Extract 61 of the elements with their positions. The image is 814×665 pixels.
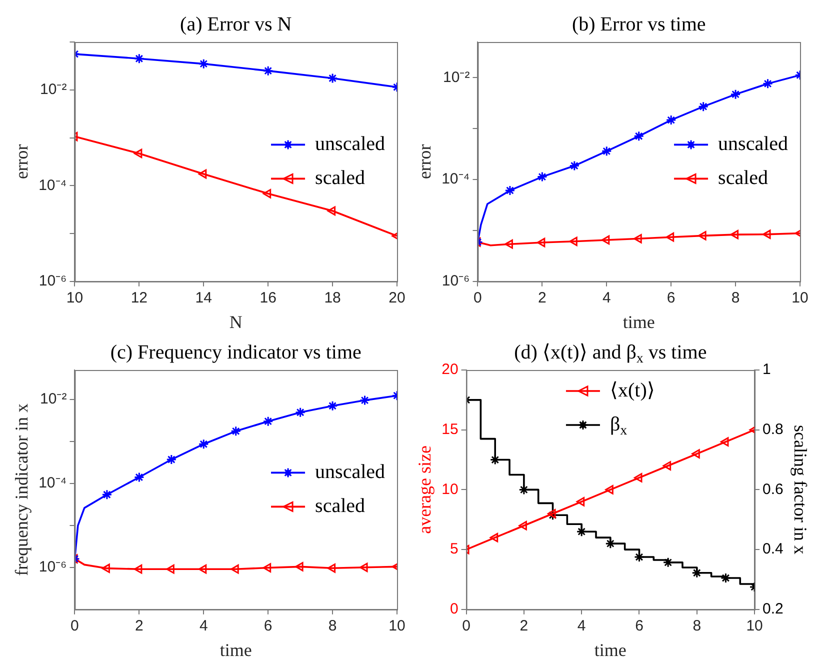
legend-label: scaled	[315, 166, 366, 189]
x-axis-title: time	[622, 312, 655, 332]
x-tick-label: 12	[130, 290, 148, 307]
x-tick-label: 2	[135, 618, 144, 635]
x-tick-label: 2	[520, 618, 528, 635]
x-tick-label: 14	[195, 290, 212, 307]
y-axis-title: average size	[414, 445, 435, 534]
x-tick-label: 2	[538, 290, 546, 307]
x-tick-label: 4	[199, 618, 208, 635]
y-tick-label: 20	[442, 361, 458, 378]
y-tick-label: 10⁻²	[40, 390, 67, 408]
y2-tick-label: 0.8	[762, 420, 784, 438]
y-tick-label: 10⁻⁶	[38, 558, 67, 576]
chart-title: (b) Error vs time	[572, 13, 706, 36]
y-tick-label: 10⁻⁴	[442, 170, 470, 188]
x-tick-label: 6	[264, 618, 272, 635]
x-tick-label: 8	[328, 618, 337, 635]
y-tick-label: 10⁻²	[443, 68, 470, 86]
x-tick-label: 16	[260, 290, 276, 307]
y2-tick-label: 0.6	[762, 480, 784, 498]
y-axis-title: error	[12, 144, 32, 180]
x-tick-label: 10	[388, 618, 406, 635]
x-axis-title: time	[594, 640, 626, 660]
y-tick-label: 10	[442, 480, 458, 498]
x-axis-title: time	[220, 640, 252, 660]
y-tick-label: 10⁻⁶	[442, 272, 470, 290]
x-tick-label: 8	[731, 290, 740, 307]
x-axis-title: N	[229, 312, 242, 332]
x-tick-label: 20	[388, 290, 406, 307]
chart-title: (a) Error vs N	[180, 13, 292, 36]
legend-label: scaled	[315, 494, 366, 517]
y2-tick-label: 1	[762, 361, 771, 378]
x-tick-label: 6	[635, 618, 644, 635]
y2-axis-title: scaling factor in x	[790, 424, 810, 554]
x-tick-label: 8	[692, 618, 702, 635]
y2-tick-label: 0.4	[762, 540, 784, 558]
legend-label: scaled	[718, 166, 768, 189]
y2-tick-label: 0.2	[762, 600, 784, 618]
x-tick-label: 4	[577, 618, 586, 635]
y-tick-label: 10⁻⁴	[38, 176, 67, 194]
y-tick-label: 10⁻⁶	[38, 272, 67, 290]
y-tick-label: 0	[450, 600, 458, 618]
x-tick-label: 10	[66, 290, 84, 307]
x-tick-label: 4	[602, 290, 611, 307]
y-axis-title: error	[414, 144, 435, 180]
x-tick-label: 0	[474, 290, 482, 307]
y-axis-title: frequency indicator in x	[12, 403, 32, 576]
y-tick-label: 10⁻⁴	[38, 474, 67, 492]
legend-label: ⟨x(t)⟩	[610, 379, 655, 402]
y-tick-label: 15	[442, 420, 458, 438]
x-tick-label: 10	[792, 290, 808, 307]
legend-label: unscaled	[718, 132, 788, 155]
legend-label: unscaled	[315, 132, 386, 155]
chart-title: (c) Frequency indicator vs time	[110, 341, 362, 364]
x-tick-label: 10	[746, 618, 763, 635]
x-tick-label: 18	[324, 290, 341, 307]
x-tick-label: 0	[70, 618, 79, 635]
legend-label: unscaled	[315, 460, 386, 483]
y-tick-label: 5	[450, 540, 458, 558]
x-tick-label: 6	[666, 290, 676, 307]
y-tick-label: 10⁻²	[40, 81, 67, 98]
